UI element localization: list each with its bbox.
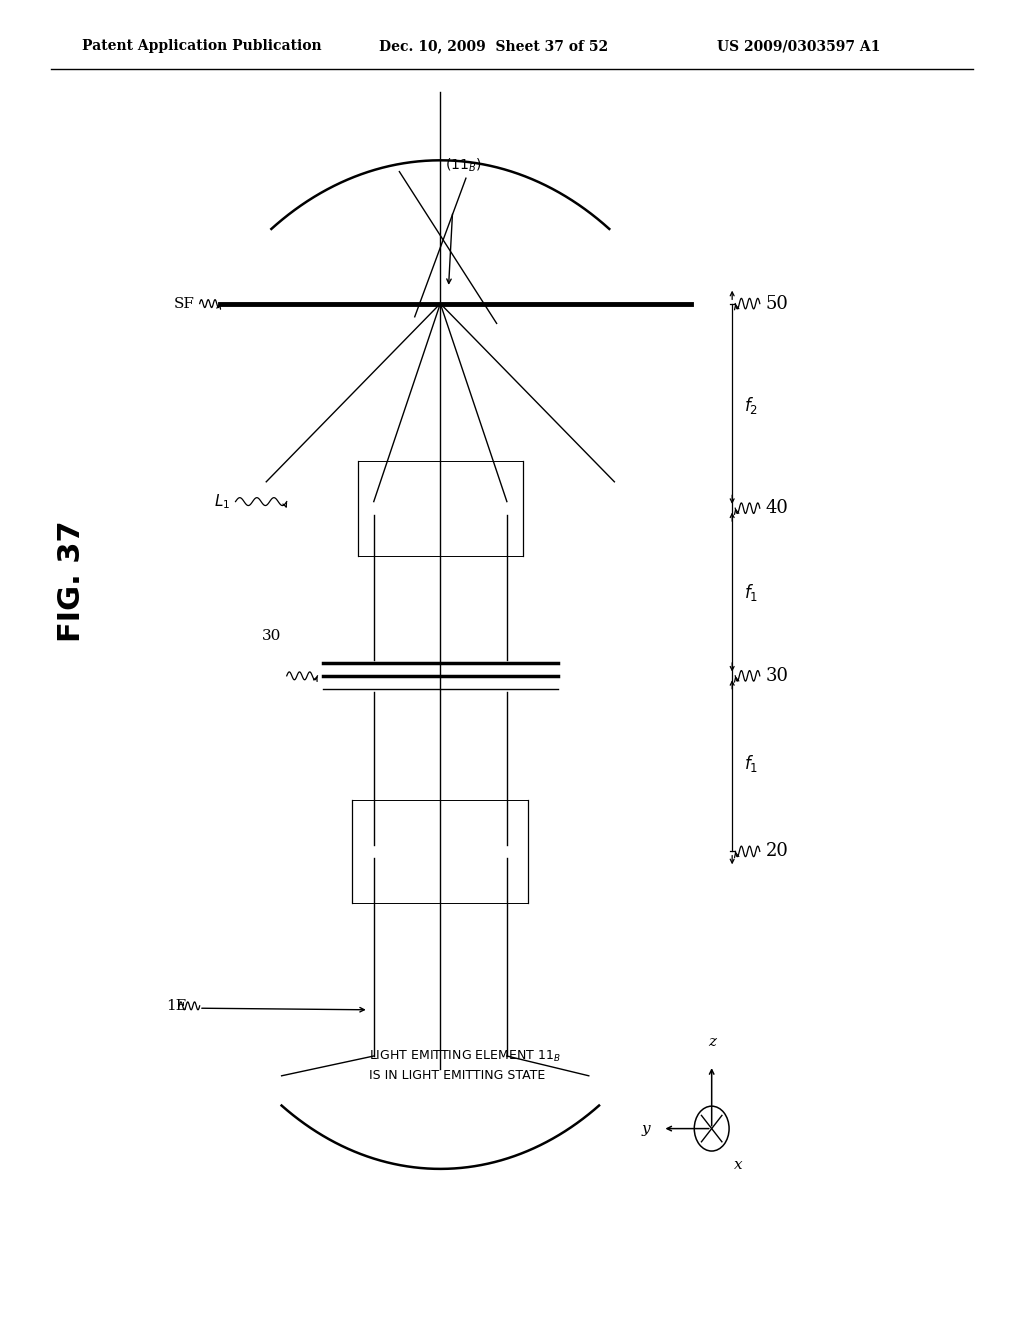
- Text: $L_1$: $L_1$: [214, 492, 230, 511]
- Text: 20: 20: [766, 842, 788, 861]
- Text: y: y: [642, 1122, 650, 1135]
- Text: 40: 40: [766, 499, 788, 517]
- Text: FIG. 37: FIG. 37: [57, 520, 86, 642]
- Text: $(11_B)$: $(11_B)$: [445, 157, 482, 174]
- Text: Patent Application Publication: Patent Application Publication: [82, 40, 322, 53]
- Text: $f_2$: $f_2$: [744, 396, 759, 416]
- Text: 1E: 1E: [166, 999, 186, 1012]
- Text: z: z: [708, 1035, 716, 1049]
- Text: SF: SF: [174, 297, 195, 310]
- Text: Dec. 10, 2009  Sheet 37 of 52: Dec. 10, 2009 Sheet 37 of 52: [379, 40, 608, 53]
- Text: x: x: [734, 1158, 742, 1172]
- Text: US 2009/0303597 A1: US 2009/0303597 A1: [717, 40, 881, 53]
- Text: 30: 30: [262, 628, 282, 643]
- Text: 50: 50: [766, 294, 788, 313]
- Text: LIGHT EMITTING ELEMENT $11_B$: LIGHT EMITTING ELEMENT $11_B$: [369, 1048, 560, 1064]
- Text: $f_1$: $f_1$: [744, 754, 759, 774]
- Text: IS IN LIGHT EMITTING STATE: IS IN LIGHT EMITTING STATE: [369, 1069, 545, 1082]
- Text: 30: 30: [766, 667, 788, 685]
- Text: $f_1$: $f_1$: [744, 582, 759, 602]
